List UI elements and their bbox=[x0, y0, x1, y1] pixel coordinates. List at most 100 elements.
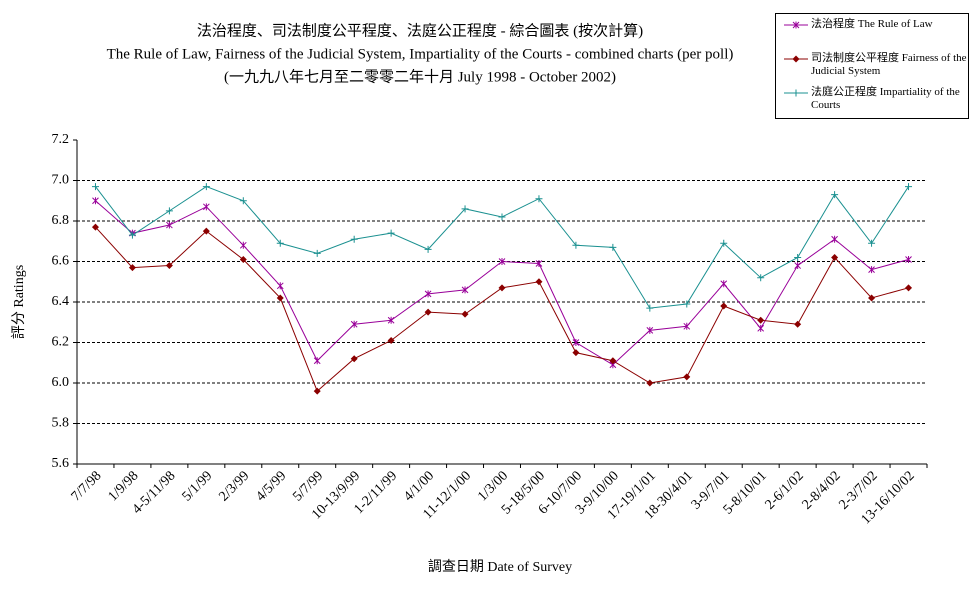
marker bbox=[387, 316, 395, 324]
marker bbox=[128, 264, 136, 272]
marker bbox=[720, 280, 728, 288]
marker bbox=[535, 260, 543, 268]
legend-label: 司法制度公平程度 Fairness of the Judicial System bbox=[811, 52, 967, 77]
marker bbox=[461, 205, 469, 213]
legend-label: 法治程度 The Rule of Law bbox=[811, 18, 933, 30]
marker bbox=[868, 266, 875, 274]
marker bbox=[794, 253, 802, 261]
marker bbox=[646, 304, 654, 312]
marker bbox=[92, 197, 99, 205]
series-line bbox=[95, 200, 909, 366]
legend-item: 法治程度 The Rule of Law bbox=[784, 18, 968, 31]
marker bbox=[91, 223, 99, 231]
legend-swatch bbox=[784, 89, 808, 97]
marker bbox=[202, 203, 210, 211]
marker bbox=[350, 320, 358, 328]
marker bbox=[609, 357, 617, 365]
marker bbox=[757, 316, 765, 324]
x-tick-label: 2-6/1/02 bbox=[763, 468, 807, 512]
marker bbox=[276, 294, 284, 302]
marker bbox=[165, 207, 173, 215]
x-tick-label: 2-8/4/02 bbox=[800, 468, 844, 512]
marker bbox=[535, 278, 543, 286]
legend-item: 法庭公正程度 Impartiality of the Courts bbox=[784, 86, 968, 112]
marker bbox=[350, 235, 358, 243]
marker bbox=[905, 183, 913, 191]
marker bbox=[313, 357, 321, 365]
y-tick-label: 7.2 bbox=[52, 132, 70, 147]
marker bbox=[572, 339, 580, 346]
x-tick-label: 4/5/99 bbox=[253, 468, 289, 504]
marker bbox=[239, 255, 247, 263]
legend-item: 司法制度公平程度 Fairness of the Judicial System bbox=[784, 52, 968, 78]
marker bbox=[720, 302, 728, 310]
marker bbox=[683, 322, 691, 330]
marker bbox=[646, 326, 654, 334]
marker bbox=[794, 262, 802, 270]
marker bbox=[572, 241, 580, 249]
marker bbox=[757, 274, 765, 282]
marker bbox=[720, 239, 728, 247]
marker bbox=[683, 373, 691, 381]
marker bbox=[91, 183, 99, 191]
marker bbox=[276, 282, 284, 290]
y-tick-label: 6.6 bbox=[52, 254, 70, 269]
marker bbox=[792, 21, 800, 29]
marker bbox=[498, 258, 506, 265]
marker bbox=[424, 290, 432, 298]
legend-swatch bbox=[784, 55, 808, 63]
x-axis-label: 調查日期 Date of Survey bbox=[428, 559, 572, 575]
marker bbox=[313, 387, 321, 395]
chart-title: 法治程度、司法制度公平程度、法庭公正程度 - 綜合圖表 (按次計算) bbox=[197, 21, 643, 39]
marker bbox=[202, 227, 210, 235]
marker bbox=[350, 355, 358, 363]
marker bbox=[165, 262, 173, 270]
marker bbox=[313, 249, 321, 257]
marker bbox=[498, 284, 506, 292]
y-tick-label: 6.2 bbox=[52, 335, 70, 350]
y-tick-label: 6.0 bbox=[52, 375, 70, 390]
marker bbox=[646, 379, 654, 387]
marker bbox=[609, 243, 617, 251]
y-tick-label: 5.8 bbox=[52, 416, 70, 431]
chart-subtitle: (一九九八年七月至二零零二年十月 July 1998 - October 200… bbox=[224, 68, 616, 85]
marker bbox=[128, 231, 136, 239]
marker bbox=[166, 221, 173, 229]
legend: 法治程度 The Rule of Law 司法制度公平程度 Fairness of… bbox=[775, 13, 969, 119]
marker bbox=[461, 286, 469, 294]
x-tick-label: 7/7/98 bbox=[69, 468, 105, 504]
marker bbox=[461, 310, 469, 318]
chart-subtitle: The Rule of Law, Fairness of the Judicia… bbox=[107, 46, 734, 62]
y-tick-label: 7.0 bbox=[52, 173, 70, 188]
marker bbox=[905, 255, 912, 263]
marker bbox=[794, 320, 802, 328]
marker bbox=[792, 89, 800, 97]
marker bbox=[239, 241, 247, 249]
marker bbox=[905, 284, 913, 292]
marker bbox=[572, 349, 580, 357]
marker bbox=[868, 294, 876, 302]
marker bbox=[239, 197, 247, 205]
marker bbox=[757, 324, 765, 332]
marker bbox=[424, 308, 432, 316]
legend-label: 法庭公正程度 Impartiality of the Courts bbox=[811, 86, 960, 111]
marker bbox=[424, 245, 432, 253]
y-axis-label: 評分 Ratings bbox=[11, 265, 27, 339]
marker bbox=[498, 213, 506, 221]
marker bbox=[868, 239, 876, 247]
x-tick-label: 5/1/99 bbox=[180, 468, 216, 504]
y-tick-label: 6.4 bbox=[52, 294, 70, 309]
legend-swatch bbox=[784, 21, 808, 29]
y-tick-label: 6.8 bbox=[52, 213, 70, 228]
marker bbox=[276, 239, 284, 247]
marker bbox=[831, 253, 839, 261]
marker bbox=[387, 229, 395, 237]
marker bbox=[792, 55, 800, 63]
marker bbox=[202, 183, 210, 191]
y-tick-label: 5.6 bbox=[52, 456, 70, 471]
marker bbox=[387, 336, 395, 344]
marker bbox=[683, 300, 691, 308]
x-tick-label: 2/3/99 bbox=[217, 468, 253, 504]
